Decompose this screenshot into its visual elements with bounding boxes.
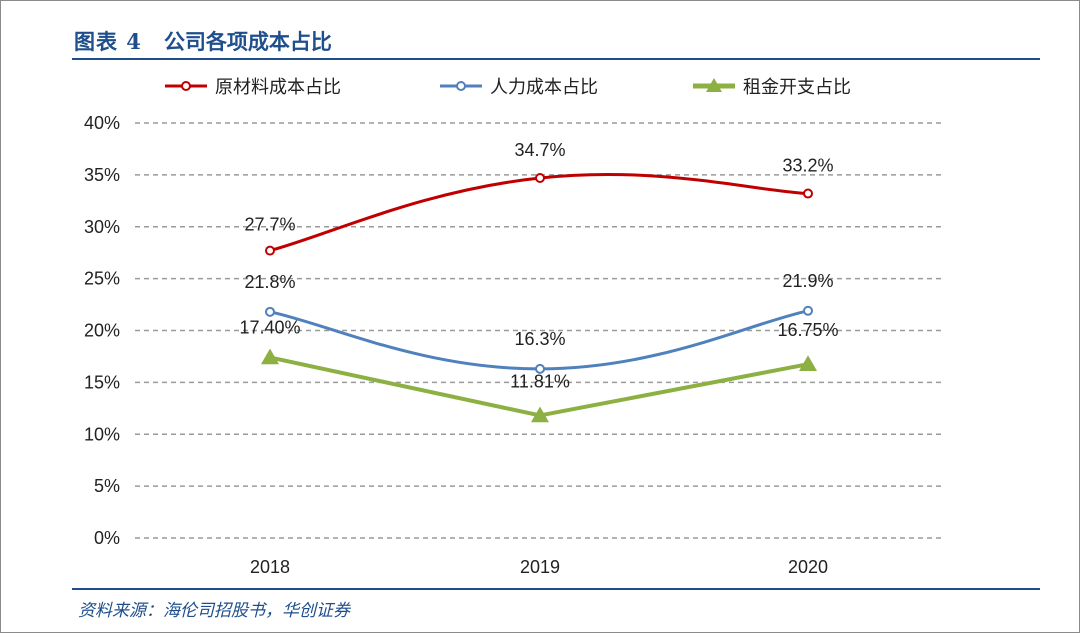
data-label: 16.3% [514, 329, 565, 349]
data-label: 21.8% [244, 272, 295, 292]
title-divider [72, 58, 1040, 60]
y-tick-label: 40% [84, 113, 120, 133]
data-label: 21.9% [782, 271, 833, 291]
y-tick-label: 15% [84, 372, 120, 392]
data-point [531, 406, 549, 423]
bottom-divider [72, 588, 1040, 590]
data-label: 33.2% [782, 156, 833, 176]
figure-title-row: 图表 4 公司各项成本占比 [74, 26, 1040, 56]
series-line-1 [269, 172, 809, 253]
y-tick-label: 25% [84, 269, 120, 289]
y-tick-label: 5% [94, 476, 120, 496]
y-tick-label: 35% [84, 165, 120, 185]
y-tick-label: 0% [94, 528, 120, 548]
x-tick-label: 2018 [250, 557, 290, 577]
x-tick-label: 2019 [520, 557, 560, 577]
x-tick-label: 2020 [788, 557, 828, 577]
data-label: 17.40% [239, 317, 300, 337]
y-tick-label: 10% [84, 424, 120, 444]
data-point [265, 306, 275, 317]
legend-marker [181, 81, 191, 91]
data-point [799, 355, 817, 371]
data-label: 34.7% [514, 140, 565, 160]
source-note: 资料来源：海伦司招股书，华创证券 [78, 601, 350, 621]
data-label: 16.75% [777, 320, 838, 340]
y-tick-label: 20% [84, 321, 120, 341]
figure-title: 公司各项成本占比 [163, 29, 332, 54]
data-point [261, 348, 279, 365]
data-label: 11.81% [510, 371, 570, 391]
data-label: 27.7% [244, 215, 295, 235]
data-point [265, 245, 275, 256]
data-point [535, 363, 545, 374]
legend-marker [706, 78, 722, 92]
legend-label: 原材料成本占比 [215, 77, 341, 98]
y-tick-label: 30% [84, 217, 120, 237]
data-point [535, 172, 545, 183]
legend-label: 人力成本占比 [490, 77, 598, 98]
legend-label: 租金开支占比 [743, 77, 851, 98]
figure-label: 图表 4 [74, 29, 142, 54]
legend-marker [456, 81, 466, 91]
data-point [803, 305, 813, 316]
data-point [803, 188, 813, 199]
